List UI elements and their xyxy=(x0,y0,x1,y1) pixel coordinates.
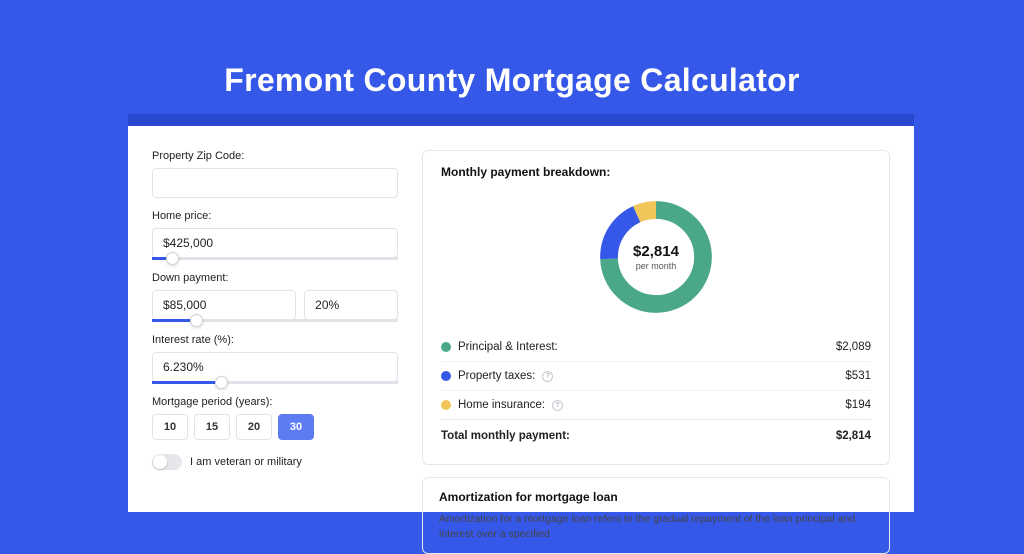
period-option-15[interactable]: 15 xyxy=(194,414,230,440)
interest-label: Interest rate (%): xyxy=(152,334,398,346)
amortization-body: Amortization for a mortgage loan refers … xyxy=(439,512,873,541)
period-option-30[interactable]: 30 xyxy=(278,414,314,440)
home-price-label: Home price: xyxy=(152,210,398,222)
total-amount: $2,814 xyxy=(836,430,871,442)
slider-thumb[interactable] xyxy=(166,252,179,265)
veteran-label: I am veteran or military xyxy=(190,456,302,468)
down-payment-label: Down payment: xyxy=(152,272,398,284)
home-price-slider[interactable] xyxy=(152,257,398,260)
breakdown-line: Home insurance:? $194 xyxy=(441,390,871,419)
page-title: Fremont County Mortgage Calculator xyxy=(0,0,1024,99)
down-payment-percent-input[interactable] xyxy=(304,290,398,320)
legend-dot xyxy=(441,342,451,352)
donut-chart: $2,814 per month xyxy=(594,195,718,319)
period-option-20[interactable]: 20 xyxy=(236,414,272,440)
info-icon[interactable]: ? xyxy=(552,400,563,411)
breakdown-line: Property taxes:? $531 xyxy=(441,361,871,390)
form-column: Property Zip Code: Home price: Down paym… xyxy=(152,150,398,512)
slider-thumb[interactable] xyxy=(190,314,203,327)
veteran-row: I am veteran or military xyxy=(152,454,398,470)
breakdown-panel: Monthly payment breakdown: $2,814 per mo… xyxy=(422,150,890,465)
legend-dot xyxy=(441,371,451,381)
donut-sub: per month xyxy=(636,261,677,271)
donut-total: $2,814 xyxy=(633,243,679,260)
interest-slider[interactable] xyxy=(152,381,398,384)
amortization-panel: Amortization for mortgage loan Amortizat… xyxy=(422,477,890,554)
zip-input[interactable] xyxy=(152,168,398,198)
zip-field: Property Zip Code: xyxy=(152,150,398,198)
breakdown-line-label: Property taxes: xyxy=(458,370,535,382)
veteran-toggle[interactable] xyxy=(152,454,182,470)
breakdown-line-label: Home insurance: xyxy=(458,399,545,411)
slider-thumb[interactable] xyxy=(215,376,228,389)
down-payment-input[interactable] xyxy=(152,290,296,320)
breakdown-lines: Principal & Interest: $2,089 Property taxe… xyxy=(441,333,871,419)
total-row: Total monthly payment: $2,814 xyxy=(441,419,871,450)
period-options: 10152030 xyxy=(152,414,398,440)
breakdown-line-amount: $2,089 xyxy=(836,341,871,353)
breakdown-line-label: Principal & Interest: xyxy=(458,341,558,353)
calculator-card: Property Zip Code: Home price: Down paym… xyxy=(128,114,914,512)
period-label: Mortgage period (years): xyxy=(152,396,398,408)
results-column: Monthly payment breakdown: $2,814 per mo… xyxy=(422,150,890,512)
breakdown-line-amount: $531 xyxy=(845,370,871,382)
total-label: Total monthly payment: xyxy=(441,430,570,442)
home-price-field: Home price: xyxy=(152,210,398,260)
info-icon[interactable]: ? xyxy=(542,371,553,382)
breakdown-title: Monthly payment breakdown: xyxy=(441,165,871,179)
breakdown-line: Principal & Interest: $2,089 xyxy=(441,333,871,361)
donut-wrap: $2,814 per month xyxy=(441,189,871,333)
page-root: Fremont County Mortgage Calculator Prope… xyxy=(0,0,1024,512)
donut-center: $2,814 per month xyxy=(594,195,718,319)
legend-dot xyxy=(441,400,451,410)
period-field: Mortgage period (years): 10152030 xyxy=(152,396,398,440)
period-option-10[interactable]: 10 xyxy=(152,414,188,440)
down-payment-slider[interactable] xyxy=(152,319,398,322)
down-payment-field: Down payment: xyxy=(152,272,398,322)
interest-input[interactable] xyxy=(152,352,398,382)
home-price-input[interactable] xyxy=(152,228,398,258)
amortization-title: Amortization for mortgage loan xyxy=(439,490,873,504)
interest-field: Interest rate (%): xyxy=(152,334,398,384)
breakdown-line-amount: $194 xyxy=(845,399,871,411)
zip-label: Property Zip Code: xyxy=(152,150,398,162)
